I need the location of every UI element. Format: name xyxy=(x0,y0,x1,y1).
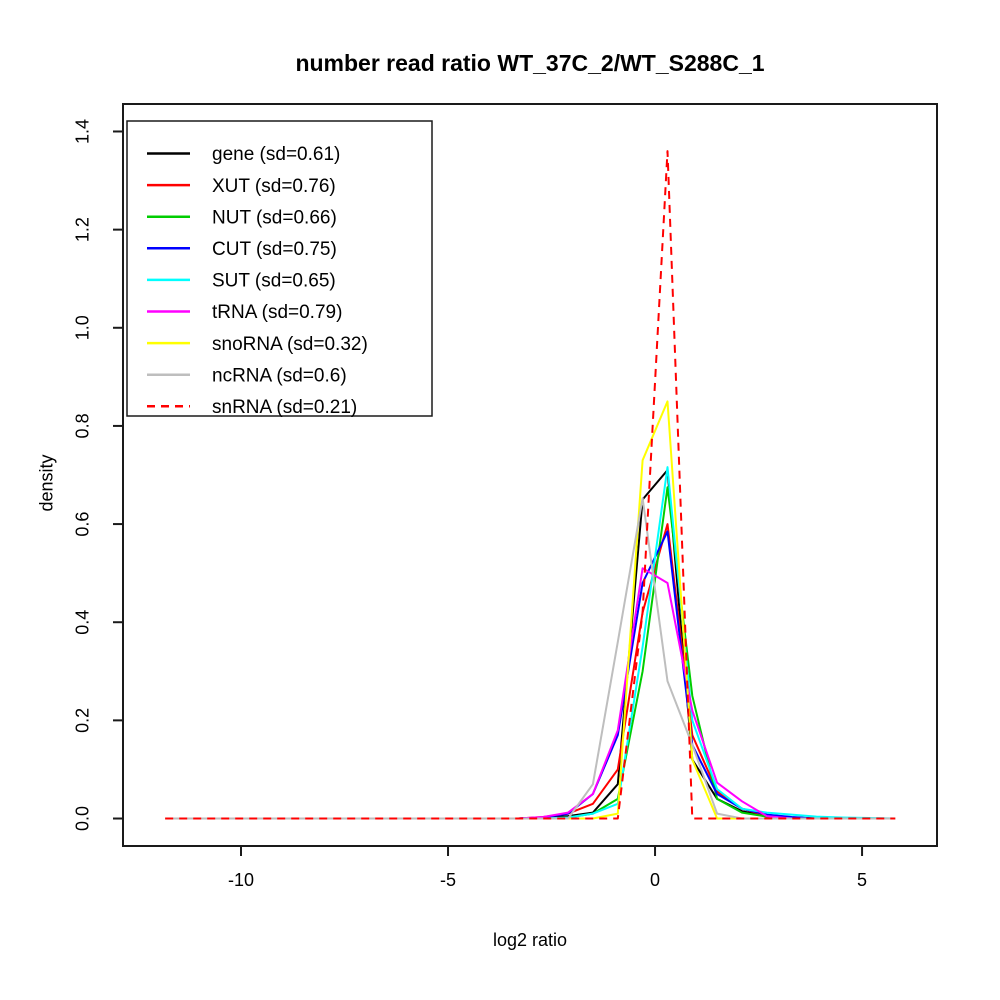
y-tick-label: 0.8 xyxy=(72,413,92,438)
legend-label-SUT: SUT (sd=0.65) xyxy=(212,271,336,292)
y-tick-label: 0.4 xyxy=(72,610,92,635)
y-tick-label: 0.6 xyxy=(72,512,92,537)
legend-label-ncRNA: ncRNA (sd=0.6) xyxy=(212,365,347,386)
x-tick-label: 0 xyxy=(650,870,660,890)
x-tick-label: 5 xyxy=(857,870,867,890)
curve-tRNA xyxy=(165,567,896,820)
y-tick-label: 0.0 xyxy=(72,806,92,831)
curve-snRNA xyxy=(165,150,896,820)
curve-NUT xyxy=(165,486,896,820)
y-tick-label: 1.2 xyxy=(72,217,92,242)
curve-ncRNA xyxy=(165,497,896,820)
curve-CUT xyxy=(165,530,896,820)
y-tick-label: 0.2 xyxy=(72,708,92,733)
chart-title: number read ratio WT_37C_2/WT_S288C_1 xyxy=(295,50,765,76)
legend-box xyxy=(126,120,433,417)
legend-label-snoRNA: snoRNA (sd=0.32) xyxy=(212,334,368,355)
legend-label-XUT: XUT (sd=0.76) xyxy=(212,176,336,197)
y-tick-label: 1.0 xyxy=(72,315,92,340)
x-axis-label: log2 ratio xyxy=(492,930,568,950)
legend-label-gene: gene (sd=0.61) xyxy=(212,144,340,165)
legend-label-snRNA: snRNA (sd=0.21) xyxy=(212,397,357,418)
y-axis-label: density xyxy=(36,454,57,512)
x-tick-label: -5 xyxy=(440,870,456,890)
x-tick-label: -10 xyxy=(228,870,254,890)
curve-XUT xyxy=(165,523,896,820)
legend-label-NUT: NUT (sd=0.66) xyxy=(212,207,337,228)
curve-gene xyxy=(165,469,896,820)
legend-label-tRNA: tRNA (sd=0.79) xyxy=(212,302,342,323)
y-tick-label: 1.4 xyxy=(72,119,92,144)
curve-SUT xyxy=(165,466,896,820)
plot-border xyxy=(122,103,938,847)
curve-snoRNA xyxy=(165,400,896,820)
legend-label-CUT: CUT (sd=0.75) xyxy=(212,239,337,260)
